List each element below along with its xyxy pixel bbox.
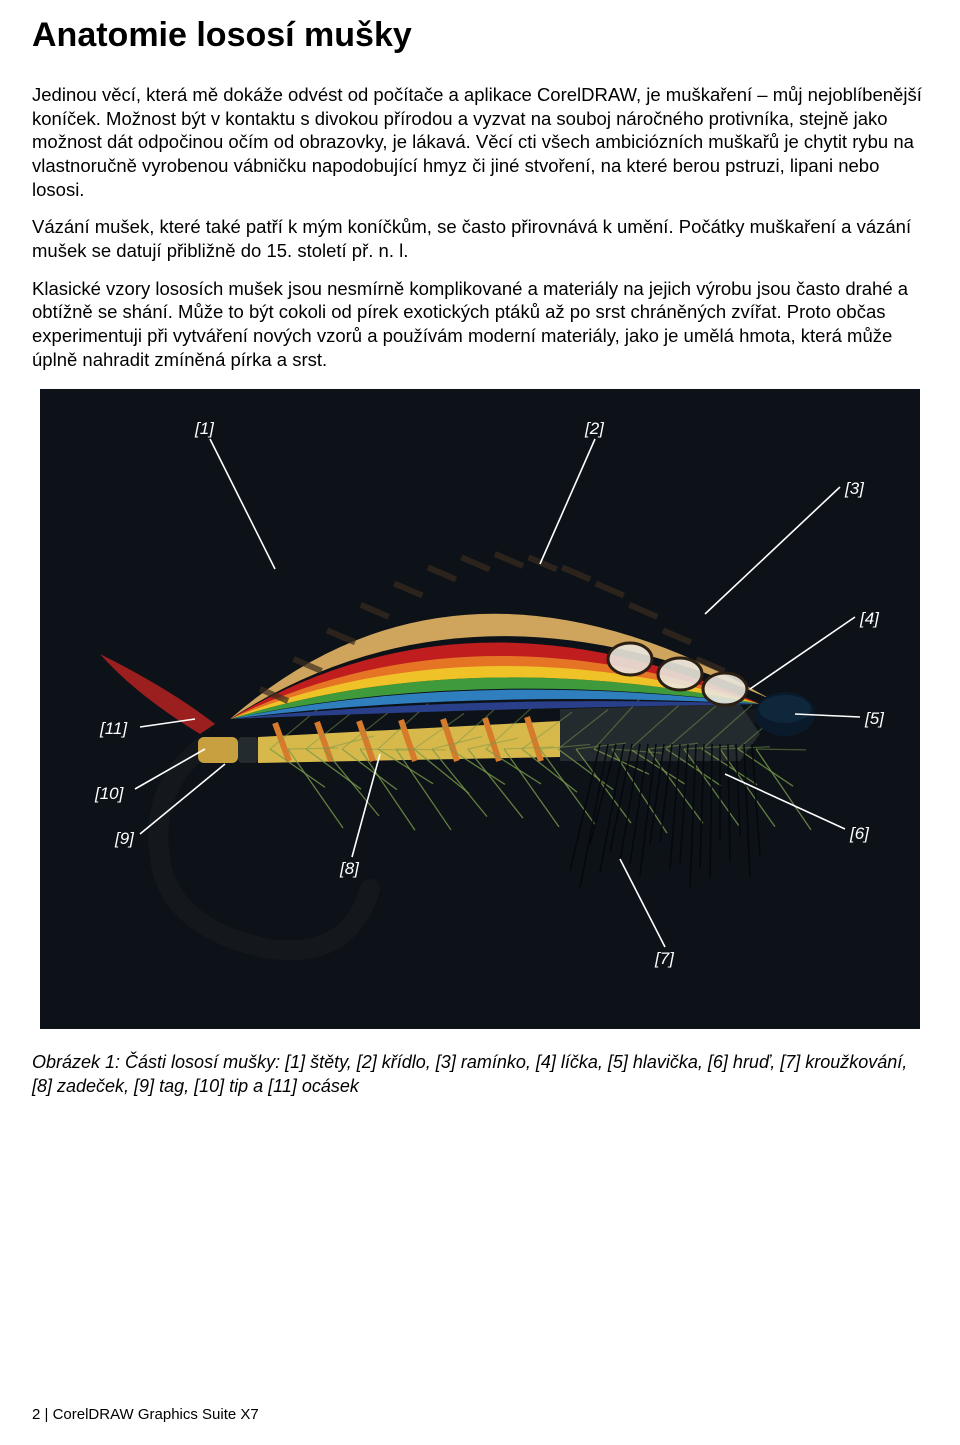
paragraph-1: Jedinou věcí, která mě dokáže odvést od … xyxy=(32,83,928,201)
figure-caption: Obrázek 1: Části lososí mušky: [1] štěty… xyxy=(32,1051,928,1098)
salmon-fly-figure: [1][2][3][4][5][6][7][8][9][10][11] xyxy=(40,389,920,1029)
salmon-fly-illustration xyxy=(40,389,920,1029)
page-title: Anatomie lososí mušky xyxy=(32,16,928,55)
figure-container: [1][2][3][4][5][6][7][8][9][10][11] Obrá… xyxy=(32,389,928,1098)
page-footer: 2 | CorelDRAW Graphics Suite X7 xyxy=(32,1406,259,1423)
paragraph-2: Vázání mušek, které také patří k mým kon… xyxy=(32,215,928,262)
paragraph-3: Klasické vzory lososích mušek jsou nesmí… xyxy=(32,277,928,372)
